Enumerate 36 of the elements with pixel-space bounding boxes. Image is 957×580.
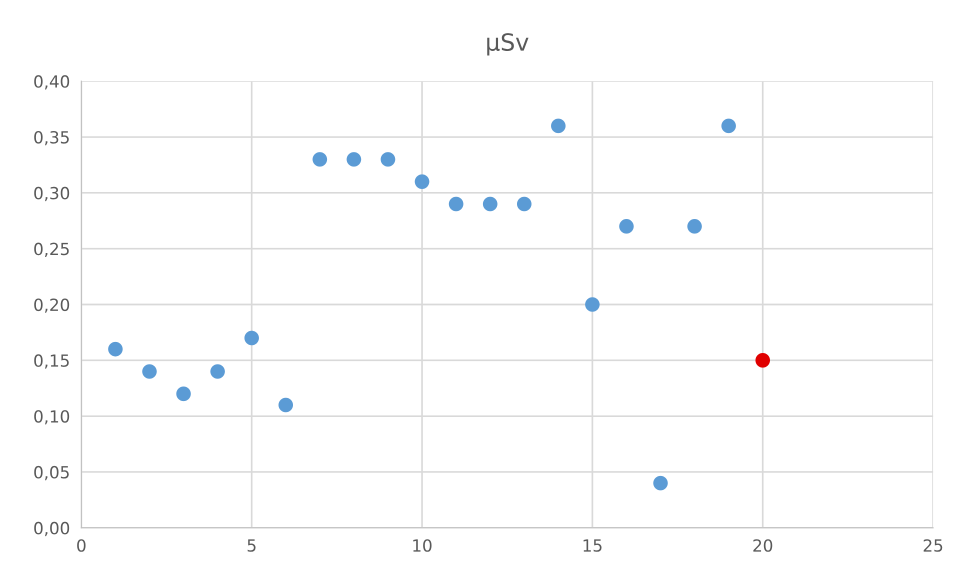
point [244,330,259,346]
point [380,152,396,167]
point [312,152,328,167]
y-tick-label: 0,10 [34,410,70,424]
point [346,152,362,167]
point [585,297,600,312]
chart-title: µSv [487,33,528,56]
point [755,353,770,368]
point [687,219,702,234]
x-tick-label: 5 [248,539,256,552]
y-tick-label: 0,35 [34,130,69,146]
x-tick-label: 10 [413,539,432,552]
x-tick-label: 25 [924,539,942,552]
point [721,118,736,134]
y-tick-label: 0,30 [34,186,70,202]
point [414,174,430,189]
point [210,364,225,379]
point [653,476,668,490]
point [142,364,157,379]
point [551,118,566,134]
y-tick-label: 0,25 [34,242,69,257]
y-tick-label: 0,15 [34,354,69,369]
point [448,196,464,212]
x-tick-label: 20 [753,539,772,552]
y-tick-label: 0,05 [34,466,69,480]
point [278,398,294,412]
x-tick-label: 15 [584,539,602,552]
point [482,196,498,212]
x-tick-label: 0 [77,539,86,552]
point [176,386,191,402]
y-tick-label: 0,40 [34,75,70,90]
point [516,196,532,212]
y-tick-label: 0,20 [34,298,70,313]
point [619,219,634,234]
y-tick-label: 0,00 [34,522,70,536]
point [108,342,123,356]
